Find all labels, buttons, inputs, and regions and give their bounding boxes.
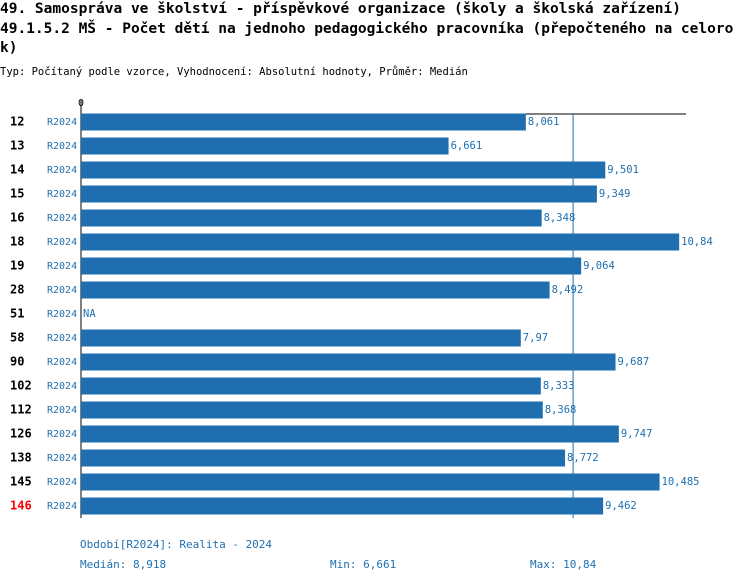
- value-label: 7,97: [523, 332, 548, 344]
- value-label: 10,485: [662, 476, 700, 488]
- series-label: R2024: [47, 309, 77, 320]
- y-tick-label: 28: [10, 283, 24, 297]
- min-label: Min: 6,661: [330, 558, 396, 571]
- y-tick-label: 51: [10, 307, 24, 321]
- x-tick-label: 0: [78, 98, 84, 109]
- value-label: 9,687: [618, 356, 650, 368]
- y-tick-label: 90: [10, 355, 24, 369]
- bar: [81, 401, 543, 419]
- value-label: 9,462: [605, 500, 637, 512]
- series-label: R2024: [47, 141, 77, 152]
- y-tick-label: 146: [10, 499, 32, 513]
- series-label: R2024: [47, 213, 77, 224]
- description: Typ: Počítaný podle vzorce, Vyhodnocení:…: [0, 66, 468, 78]
- series-label: R2024: [47, 237, 77, 248]
- series-label: R2024: [47, 261, 77, 272]
- value-label: 8,492: [552, 284, 584, 296]
- value-label: 9,501: [607, 164, 639, 176]
- bar: [81, 137, 449, 155]
- y-tick-label: 16: [10, 211, 24, 225]
- series-label: R2024: [47, 357, 77, 368]
- value-label: 6,661: [451, 140, 483, 152]
- bar: [81, 497, 604, 515]
- bar: [81, 161, 606, 179]
- median-label: Medián: 8,918: [80, 558, 166, 571]
- bar: [81, 233, 680, 251]
- value-label: 9,747: [621, 428, 653, 440]
- bar: [81, 281, 550, 299]
- value-label: 8,772: [567, 452, 599, 464]
- series-label: R2024: [47, 405, 77, 416]
- value-label: NA: [83, 308, 96, 320]
- y-tick-label: 12: [10, 115, 24, 129]
- series-label: R2024: [47, 117, 77, 128]
- value-label: 8,368: [545, 404, 577, 416]
- y-tick-label: 18: [10, 235, 24, 249]
- series-label: R2024: [47, 453, 77, 464]
- y-tick-label: 58: [10, 331, 24, 345]
- value-label: 8,333: [543, 380, 575, 392]
- series-label: R2024: [47, 189, 77, 200]
- value-label: 9,349: [599, 188, 631, 200]
- bar: [81, 377, 541, 395]
- series-label: R2024: [47, 333, 77, 344]
- value-label: 9,064: [583, 260, 615, 272]
- max-label: Max: 10,84: [530, 558, 597, 571]
- y-tick-label: 19: [10, 259, 24, 273]
- bar: [81, 257, 582, 275]
- y-tick-label: 138: [10, 451, 32, 465]
- bar: [81, 449, 566, 467]
- y-tick-label: 112: [10, 403, 32, 417]
- bar: [81, 209, 542, 227]
- series-label: R2024: [47, 501, 77, 512]
- series-label: R2024: [47, 285, 77, 296]
- y-tick-label: 102: [10, 379, 32, 393]
- bar: [81, 425, 619, 443]
- value-label: 8,061: [528, 116, 560, 128]
- series-label: R2024: [47, 429, 77, 440]
- bar: [81, 473, 660, 491]
- value-label: 8,348: [544, 212, 576, 224]
- y-tick-label: 126: [10, 427, 32, 441]
- series-label: R2024: [47, 477, 77, 488]
- chart-title: 49. Samospráva ve školství - příspěvkové…: [0, 1, 681, 17]
- value-label: 10,84: [681, 236, 713, 248]
- period: Období[R2024]: Realita - 2024: [80, 538, 272, 551]
- y-tick-label: 14: [10, 163, 24, 177]
- y-tick-label: 13: [10, 139, 24, 153]
- bar: [81, 113, 526, 131]
- chart-subtitle: 49.1.5.2 MŠ - Počet dětí na jednoho peda…: [0, 21, 734, 56]
- bar: [81, 353, 616, 371]
- bar: [81, 329, 521, 347]
- y-tick-label: 145: [10, 475, 32, 489]
- series-label: R2024: [47, 381, 77, 392]
- bar: [81, 185, 597, 203]
- y-tick-label: 15: [10, 187, 24, 201]
- series-label: R2024: [47, 165, 77, 176]
